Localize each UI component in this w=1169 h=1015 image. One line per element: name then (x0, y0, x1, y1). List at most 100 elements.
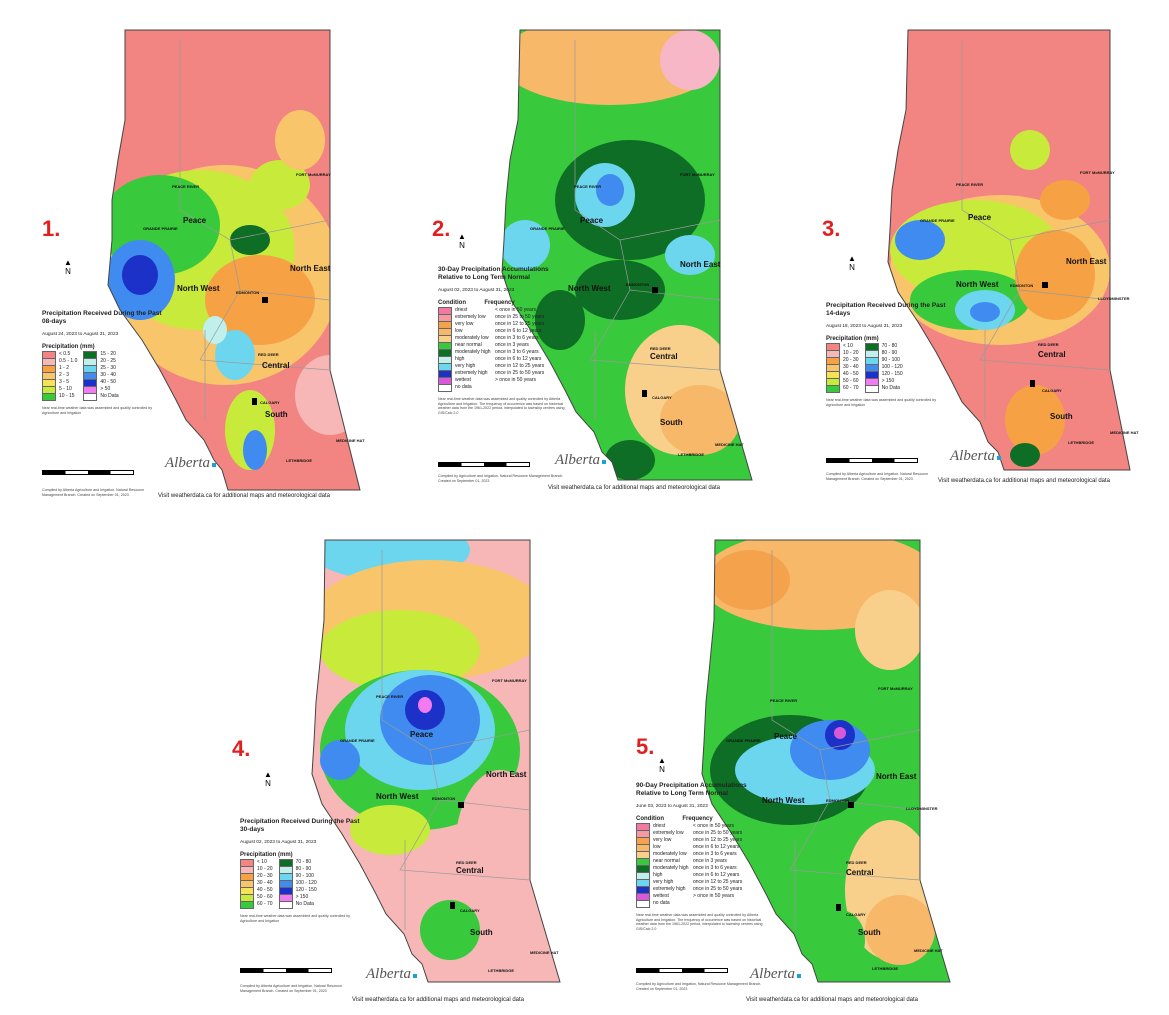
legend-title: Precipitation Received During the Past 1… (826, 302, 946, 317)
legend-title: Precipitation Received During the Past 3… (240, 818, 360, 833)
panel-number: 5. (636, 734, 655, 759)
legend-item: driest < once in 50 years (438, 306, 566, 315)
legend-dates: August 18, 2023 to August 31, 2023 (826, 323, 903, 329)
city-label: GRANDE PRAIRIE (530, 226, 565, 231)
legend-item: extremely high once in 25 to 50 years (438, 369, 566, 378)
legend-item: moderately low once in 3 to 6 years (438, 334, 566, 343)
city-label: CALGARY (652, 395, 672, 400)
legend-dates: August 02, 2023 to August 31, 2023 (240, 839, 317, 845)
scale-bar (240, 968, 332, 973)
city-label: MEDICINE HAT (336, 438, 365, 443)
footer-link-text[interactable]: Visit weatherdata.ca for additional maps… (548, 485, 720, 491)
region-label-north-east: North East (1066, 257, 1107, 266)
city-label: FORT McMURRAY (492, 678, 527, 683)
city-label: CALGARY (846, 912, 866, 917)
map-legend: Precipitation Received During the Past 0… (42, 310, 162, 415)
legend-item: very low once in 12 to 25 years (438, 320, 566, 329)
city-label: PEACE RIVER (956, 182, 984, 187)
north-arrow-icon: ▲ N (458, 232, 466, 250)
panel-number: 4. (232, 736, 251, 761)
alberta-logo: Alberta (366, 966, 417, 983)
footer-link-text[interactable]: Visit weatherdata.ca for additional maps… (938, 478, 1110, 484)
region-label-north-east: North East (876, 772, 917, 781)
city-label: PEACE RIVER (574, 184, 602, 189)
region-label-north-west: North West (177, 284, 220, 293)
alberta-logo: Alberta (165, 455, 216, 472)
city-label: EDMONTON (626, 282, 650, 287)
region-label-central: Central (262, 361, 290, 370)
credit-text: Compiled by Agriculture and Irrigation, … (636, 982, 762, 991)
scale-bar (42, 470, 134, 475)
region-label-central: Central (650, 352, 678, 361)
legend-item: driest < once in 50 years (636, 822, 764, 831)
region-label-central: Central (846, 868, 874, 877)
legend-item: no data (636, 899, 764, 908)
legend-dates: August 24, 2023 to August 31, 2023 (42, 331, 119, 337)
region-label-north-west: North West (956, 280, 999, 289)
legend-item: moderately high once in 3 to 6 years (438, 348, 566, 357)
city-label: MEDICINE HAT (530, 950, 559, 955)
panel-number: 3. (822, 216, 841, 241)
city-label: LETHBRIDGE (488, 968, 514, 973)
region-label-north-east: North East (680, 260, 721, 269)
city-label: FORT McMURRAY (1080, 170, 1115, 175)
region-label-peace: Peace (774, 732, 798, 741)
legend-item: near normal once in 3 years (636, 857, 764, 866)
region-label-north-east: North East (486, 770, 527, 779)
legend-item: low once in 6 to 12 years (438, 327, 566, 336)
map-legend: 30-Day Precipitation Accumulations Relat… (438, 266, 566, 416)
map-panel-5: 5. ▲ N Peace North West North East Centra… (590, 520, 980, 1015)
credit-text: Compiled by Alberta Agriculture and Irri… (240, 984, 343, 993)
map-panel-1: 1. ▲ N Peace North West North East Centra… (0, 0, 390, 505)
north-arrow-icon: ▲ N (64, 258, 72, 276)
region-label-north-west: North West (762, 796, 805, 805)
legend-item: extremely low once in 25 to 50 years (438, 313, 566, 322)
city-label: RED DEER (1038, 342, 1059, 347)
city-label: LETHBRIDGE (1068, 440, 1094, 445)
legend-item: high once in 6 to 12 years (438, 355, 566, 364)
region-label-peace: Peace (410, 730, 434, 739)
city-label: CALGARY (260, 400, 280, 405)
city-label: FORT McMURRAY (296, 172, 331, 177)
precip-map-30day (311, 539, 561, 983)
region-label-peace: Peace (580, 216, 604, 225)
legend-item: high once in 6 to 12 years (636, 871, 764, 880)
city-label: CALGARY (460, 908, 480, 913)
city-label: LLOYDMINSTER (1098, 296, 1130, 301)
city-label: LETHBRIDGE (286, 458, 312, 463)
region-label-south: South (1050, 412, 1073, 421)
legend-title: Precipitation Received During the Past 0… (42, 310, 162, 325)
city-label: PEACE RIVER (770, 698, 798, 703)
region-label-central: Central (456, 866, 484, 875)
map-panel-4: 4. ▲ N Peace North West North East Centra… (200, 520, 590, 1015)
legend-header: Condition Frequency (438, 299, 515, 306)
credit-text: Compiled by Alberta Agriculture and Irri… (826, 472, 929, 481)
legend-header: Precipitation (mm) (826, 335, 879, 342)
city-label: GRANDE PRAIRIE (920, 218, 955, 223)
credit-text: Compiled by Agriculture and Irrigation, … (438, 474, 564, 483)
legend-item: 60 - 70 (826, 384, 859, 393)
legend-item: 60 - 70 (240, 900, 273, 909)
city-label: LETHBRIDGE (872, 966, 898, 971)
legend-item: wettest > once in 50 years (438, 376, 566, 385)
region-label-peace: Peace (968, 213, 992, 222)
region-label-south: South (265, 410, 288, 419)
city-label: GRANDE PRAIRIE (726, 738, 761, 743)
map-panel-3: 3. ▲ N Peace North West North East Centra… (780, 0, 1169, 505)
region-label-south: South (660, 418, 683, 427)
legend-title: 30-Day Precipitation Accumulations Relat… (438, 266, 549, 281)
legend-item: No Data (278, 900, 317, 909)
precip-map-30day-normal (501, 29, 753, 481)
footer-link-text[interactable]: Visit weatherdata.ca for additional maps… (746, 997, 918, 1003)
footer-link-text[interactable]: Visit weatherdata.ca for additional maps… (158, 493, 330, 499)
footer-link-text[interactable]: Visit weatherdata.ca for additional maps… (352, 997, 524, 1003)
city-label: PEACE RIVER (172, 184, 200, 189)
region-label-peace: Peace (183, 216, 207, 225)
city-label: LETHBRIDGE (678, 452, 704, 457)
legend-item: moderately high once in 3 to 6 years (636, 864, 764, 873)
city-label: RED DEER (258, 352, 279, 357)
city-label: MEDICINE HAT (715, 442, 744, 447)
region-label-north-east: North East (290, 264, 331, 273)
north-arrow-icon: ▲ N (658, 756, 666, 774)
city-label: LLOYDMINSTER (906, 806, 938, 811)
